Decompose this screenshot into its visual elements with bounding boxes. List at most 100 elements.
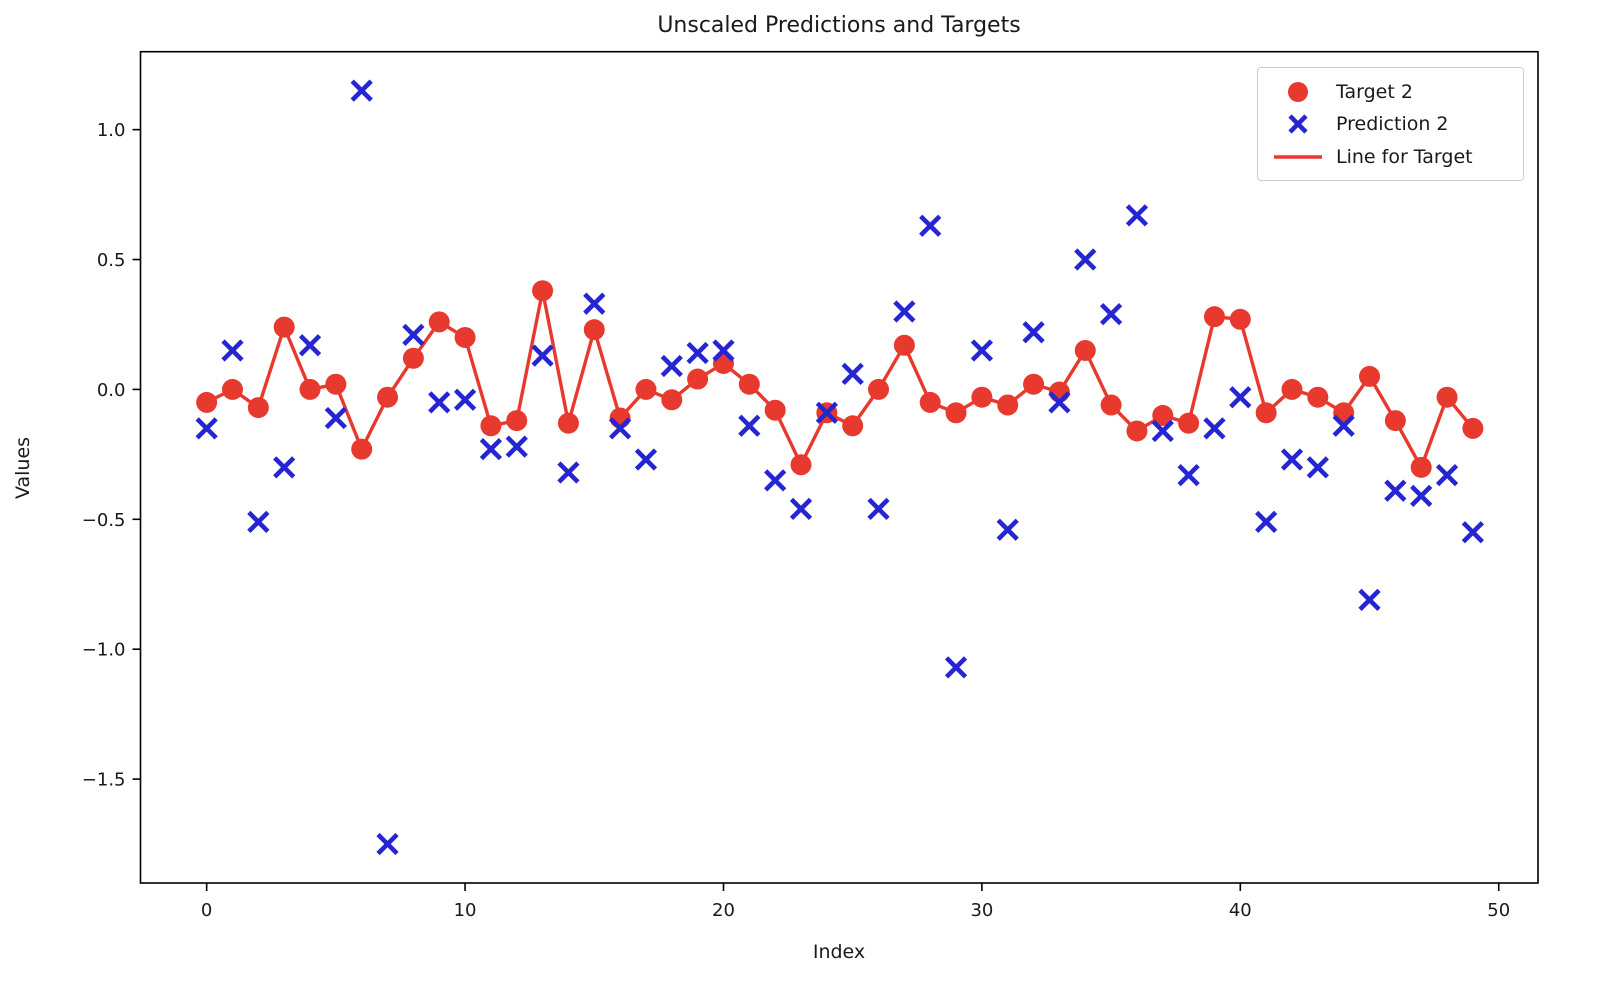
- target-point: [945, 402, 967, 424]
- prediction-point: [867, 497, 890, 521]
- prediction-x-icon: [1274, 113, 1322, 135]
- target-line-icon: [1274, 153, 1322, 161]
- target-point: [1307, 386, 1329, 408]
- target-point: [428, 311, 450, 333]
- prediction-point: [221, 339, 244, 362]
- target-point: [196, 391, 218, 413]
- target-point: [1281, 378, 1303, 400]
- target-point: [273, 316, 295, 338]
- chart-title: Unscaled Predictions and Targets: [657, 13, 1021, 38]
- target-point: [299, 378, 321, 400]
- x-tick-label: 0: [201, 900, 212, 921]
- target-point: [1126, 420, 1148, 442]
- target-point: [842, 415, 864, 437]
- axes-spines: [139, 50, 1539, 884]
- prediction-point: [1384, 479, 1407, 502]
- target-line: [205, 288, 1475, 470]
- target-point: [1229, 308, 1251, 330]
- target-point: [377, 386, 399, 408]
- target-point: [661, 389, 683, 411]
- legend-item-prediction: Prediction 2: [1258, 113, 1523, 135]
- prediction-point: [712, 339, 735, 362]
- target-point: [687, 368, 709, 390]
- target-point: [325, 373, 347, 395]
- target-point: [532, 280, 554, 302]
- prediction-point: [1410, 484, 1433, 508]
- prediction-point: [893, 300, 916, 323]
- target-point: [1436, 386, 1458, 408]
- prediction-point: [1255, 510, 1278, 534]
- target-point: [790, 454, 812, 476]
- prediction-point: [996, 518, 1019, 541]
- x-tick-label: 40: [1229, 900, 1252, 921]
- prediction-point: [738, 414, 761, 437]
- prediction-point: [919, 214, 942, 237]
- prediction-point: [428, 391, 451, 414]
- prediction-point: [1074, 248, 1097, 271]
- prediction-point: [1229, 386, 1252, 409]
- legend-label-line: Line for Target: [1336, 145, 1473, 168]
- prediction-point: [505, 435, 528, 458]
- prediction-point: [686, 341, 709, 365]
- target-point: [1255, 402, 1277, 424]
- target-point: [893, 334, 915, 356]
- prediction-point: [273, 456, 296, 479]
- prediction-point: [376, 832, 399, 856]
- prediction-point: [557, 461, 580, 484]
- prediction-point: [1280, 448, 1304, 471]
- target-point: [1152, 404, 1174, 426]
- prediction-point: [608, 417, 632, 440]
- prediction-point: [841, 362, 864, 385]
- target-point: [402, 347, 424, 369]
- prediction-point: [1022, 321, 1045, 344]
- legend: Target 2 Prediction 2 Line for Target: [1257, 67, 1524, 181]
- prediction-point: [815, 401, 838, 424]
- prediction-point: [247, 510, 270, 534]
- target-point: [1100, 394, 1122, 416]
- x-tick-label: 10: [454, 900, 477, 921]
- prediction-point: [1099, 302, 1123, 326]
- target-point: [583, 319, 605, 341]
- target-point: [764, 399, 786, 421]
- prediction-point: [479, 438, 503, 461]
- prediction-point: [1151, 419, 1174, 443]
- target-point: [557, 412, 579, 434]
- target-point: [480, 415, 502, 437]
- prediction-point: [531, 344, 554, 367]
- legend-label-target: Target 2: [1336, 80, 1413, 103]
- target-point: [1384, 410, 1406, 432]
- prediction-point: [1125, 204, 1149, 227]
- prediction-point: [660, 354, 683, 378]
- y-tick-label: 1.0: [97, 120, 126, 141]
- target-point: [351, 438, 373, 460]
- prediction-point: [350, 79, 373, 102]
- target-point: [868, 378, 890, 400]
- prediction-point: [324, 406, 347, 430]
- x-tick-label: 30: [970, 900, 993, 921]
- target-point: [738, 373, 760, 395]
- y-axis-label: Values: [12, 436, 34, 500]
- target-point: [506, 410, 528, 432]
- prediction-point: [944, 656, 968, 679]
- target-point: [1410, 456, 1432, 478]
- prediction-point: [453, 388, 477, 411]
- target-point: [247, 397, 269, 419]
- target-point: [635, 378, 657, 400]
- x-axis-label: Index: [812, 941, 866, 963]
- target-point: [1178, 412, 1200, 434]
- prediction-point: [298, 334, 322, 357]
- y-tick-label: 0.0: [97, 380, 126, 401]
- y-tick-label: −1.5: [82, 770, 126, 791]
- prediction-point: [1203, 417, 1226, 440]
- target-point: [1074, 339, 1096, 361]
- prediction-point: [1306, 456, 1329, 479]
- legend-label-prediction: Prediction 2: [1336, 113, 1449, 135]
- prediction-point: [970, 339, 994, 362]
- y-tick-label: 0.5: [97, 250, 126, 271]
- x-tick-label: 50: [1487, 900, 1510, 921]
- y-tick-label: −1.0: [82, 640, 126, 661]
- target-point: [1023, 373, 1045, 395]
- target-point: [1359, 365, 1381, 387]
